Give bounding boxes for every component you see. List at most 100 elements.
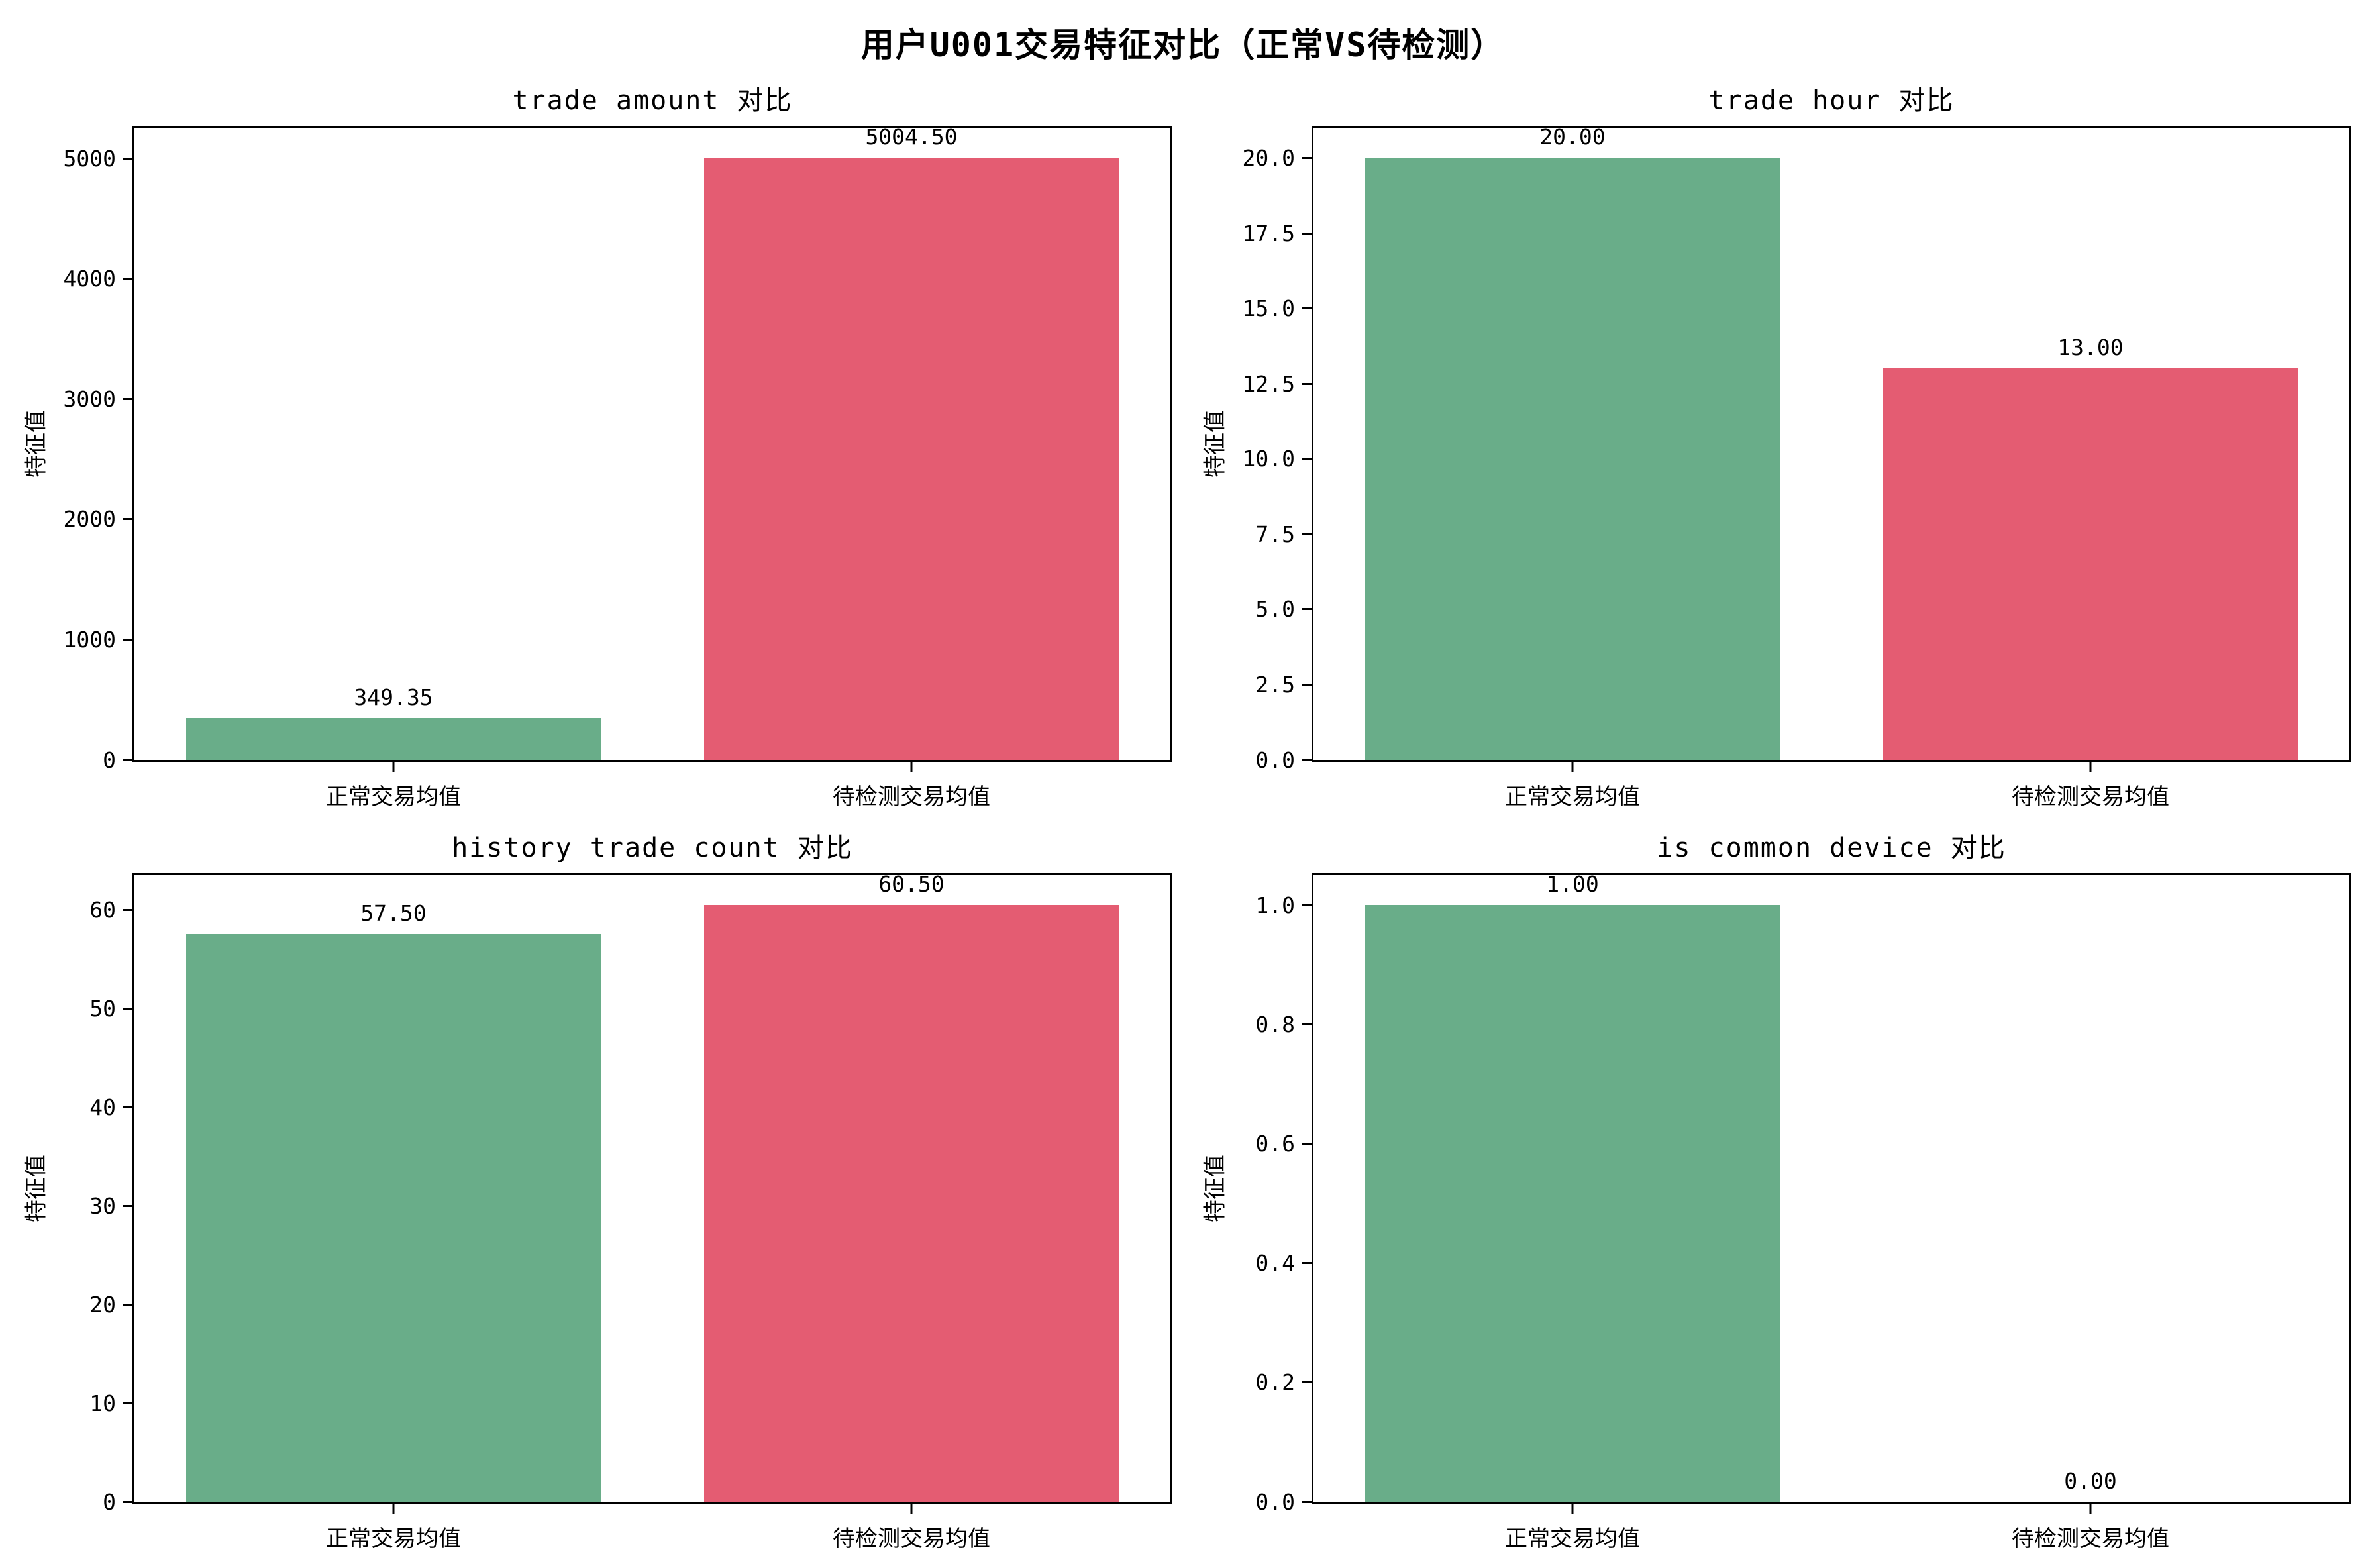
y-tick-mark bbox=[123, 397, 132, 400]
y-axis-label: 特征值 bbox=[23, 410, 50, 478]
y-tick-mark bbox=[123, 638, 132, 641]
y-axis-label: 特征值 bbox=[1202, 1155, 1229, 1222]
x-tick-mark bbox=[392, 1504, 395, 1514]
subplot-axes-3: is common device 对比特征值 0.0 0.2 0.4 0.6 0.8 1.0… bbox=[1202, 833, 2351, 1552]
plot-area: history trade count 对比 特征值 0 10 20 30 40 50 60 57… bbox=[23, 833, 1170, 1552]
value-label: 60.50 bbox=[878, 870, 945, 897]
y-axis-label: 特征值 bbox=[1202, 410, 1229, 478]
y-tick-label: 40 bbox=[89, 1094, 116, 1120]
y-tick-mark bbox=[123, 1106, 132, 1108]
x-tick-label: 待检测交易均值 bbox=[2012, 1526, 2169, 1552]
y-tick-mark bbox=[1302, 904, 1312, 906]
x-tick-label: 待检测交易均值 bbox=[833, 784, 990, 810]
y-tick-mark bbox=[1302, 458, 1312, 460]
y-tick-label: 10 bbox=[89, 1390, 116, 1416]
y-tick-label: 50 bbox=[89, 995, 116, 1021]
figure-title: 用户U001交易特征对比（正常VS待检测） bbox=[860, 26, 1506, 64]
y-tick-label: 10.0 bbox=[1242, 446, 1295, 472]
bar-detect-mean bbox=[704, 904, 1119, 1502]
subplot-title: trade amount 对比 bbox=[512, 85, 793, 116]
y-tick-mark bbox=[123, 157, 132, 160]
y-tick-mark bbox=[1302, 156, 1312, 159]
y-tick-label: 4000 bbox=[63, 266, 116, 292]
y-tick-label: 5.0 bbox=[1255, 596, 1295, 623]
value-label: 5004.50 bbox=[865, 124, 958, 150]
x-tick-mark bbox=[910, 762, 913, 772]
y-tick-mark bbox=[1302, 758, 1312, 761]
y-tick-label: 30 bbox=[89, 1192, 116, 1219]
y-tick-label: 7.5 bbox=[1255, 521, 1295, 547]
y-tick-label: 0.4 bbox=[1255, 1250, 1295, 1277]
x-tick-mark bbox=[1571, 762, 1574, 772]
y-tick-mark bbox=[1302, 608, 1312, 611]
y-tick-mark bbox=[123, 1402, 132, 1404]
y-tick-mark bbox=[1302, 1500, 1312, 1503]
y-tick-mark bbox=[1302, 1142, 1312, 1145]
y-tick-label: 17.5 bbox=[1242, 220, 1295, 246]
bar-normal-mean bbox=[186, 934, 601, 1502]
y-tick-mark bbox=[1302, 307, 1312, 310]
y-tick-mark bbox=[123, 908, 132, 911]
plot-area: is common device 对比特征值 0.0 0.2 0.4 0.6 0.8 1.0… bbox=[1202, 833, 2349, 1552]
value-label: 13.00 bbox=[2057, 335, 2124, 361]
y-tick-mark bbox=[1302, 382, 1312, 385]
y-tick-mark bbox=[1302, 232, 1312, 235]
subplot-title: is common device 对比 bbox=[1657, 833, 2006, 863]
bar-detect-mean bbox=[704, 158, 1119, 760]
y-tick-label: 15.0 bbox=[1242, 295, 1295, 322]
plot-area: trade hour 对比特征值 0.0 2.5 5.0 7.5 10.0 12.5 15.0… bbox=[1202, 85, 2349, 810]
y-tick-label: 0.8 bbox=[1255, 1011, 1295, 1037]
y-tick-label: 60 bbox=[89, 896, 116, 923]
value-label: 57.50 bbox=[360, 900, 427, 927]
y-tick-label: 0.0 bbox=[1255, 747, 1295, 773]
y-tick-mark bbox=[1302, 683, 1312, 686]
x-tick-label: 正常交易均值 bbox=[326, 1526, 461, 1552]
bar-normal-mean bbox=[1365, 158, 1780, 760]
value-label: 1.00 bbox=[1546, 871, 1599, 898]
y-tick-mark bbox=[123, 1303, 132, 1306]
x-tick-mark bbox=[392, 762, 395, 772]
y-tick-label: 5000 bbox=[63, 145, 116, 172]
subplot-title: trade hour 对比 bbox=[1708, 85, 1955, 116]
subplot-title: history trade count 对比 bbox=[452, 833, 853, 863]
y-tick-label: 0.2 bbox=[1255, 1369, 1295, 1396]
y-tick-mark bbox=[123, 1204, 132, 1207]
x-tick-label: 待检测交易均值 bbox=[833, 1526, 990, 1552]
bar-detect-mean bbox=[1883, 368, 2298, 760]
y-tick-label: 20.0 bbox=[1242, 144, 1295, 171]
y-tick-label: 0.0 bbox=[1255, 1489, 1295, 1515]
y-tick-mark bbox=[1302, 1023, 1312, 1025]
y-tick-label: 1000 bbox=[63, 626, 116, 653]
y-tick-label: 0.6 bbox=[1255, 1130, 1295, 1157]
x-tick-mark bbox=[2089, 762, 2092, 772]
subplot-axes-1: trade hour 对比特征值 0.0 2.5 5.0 7.5 10.0 12.5 15.0… bbox=[1202, 85, 2351, 810]
y-tick-mark bbox=[1302, 1262, 1312, 1265]
subplot-axes-0: trade amount 对比特征值 0 1000 2000 3000 4000 5000 3… bbox=[23, 85, 1172, 810]
y-tick-label: 2.5 bbox=[1255, 671, 1295, 698]
x-tick-label: 正常交易均值 bbox=[1505, 784, 1640, 810]
x-tick-label: 待检测交易均值 bbox=[2012, 784, 2169, 810]
y-tick-mark bbox=[123, 518, 132, 521]
y-tick-label: 0 bbox=[103, 1489, 116, 1515]
x-tick-label: 正常交易均值 bbox=[1505, 1526, 1640, 1552]
y-tick-mark bbox=[123, 1500, 132, 1503]
plot-area: trade amount 对比特征值 0 1000 2000 3000 4000 5000 3… bbox=[23, 85, 1170, 810]
x-tick-mark bbox=[910, 1504, 913, 1514]
y-tick-mark bbox=[123, 1007, 132, 1010]
bar-normal-mean bbox=[186, 717, 601, 760]
value-label: 20.00 bbox=[1539, 124, 1606, 150]
subplot-axes-2: history trade count 对比 特征值 0 10 20 30 40 50 60 57… bbox=[23, 833, 1172, 1552]
y-tick-mark bbox=[1302, 533, 1312, 535]
value-label: 349.35 bbox=[354, 684, 433, 710]
bar-normal-mean bbox=[1365, 905, 1780, 1502]
y-tick-mark bbox=[1302, 1381, 1312, 1384]
y-tick-label: 3000 bbox=[63, 386, 116, 412]
x-tick-mark bbox=[1571, 1504, 1574, 1514]
y-axis-label: 特征值 bbox=[23, 1155, 50, 1222]
y-tick-label: 1.0 bbox=[1255, 892, 1295, 918]
y-tick-label: 12.5 bbox=[1242, 370, 1295, 397]
y-tick-mark bbox=[123, 758, 132, 761]
y-tick-label: 0 bbox=[103, 747, 116, 773]
y-tick-mark bbox=[123, 278, 132, 280]
y-tick-label: 2000 bbox=[63, 506, 116, 533]
